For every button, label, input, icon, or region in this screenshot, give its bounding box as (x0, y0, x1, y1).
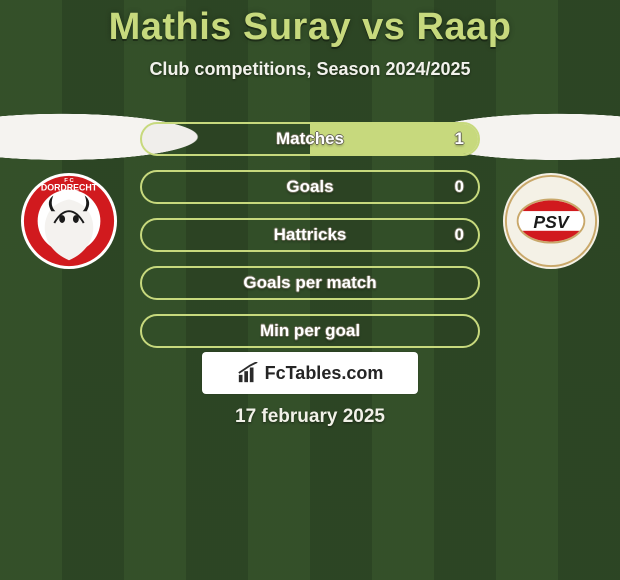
dordrecht-crest-icon: DORDRECHT F C (20, 172, 118, 270)
stat-label: Goals (286, 177, 333, 197)
stat-label: Min per goal (260, 321, 360, 341)
page-subtitle: Club competitions, Season 2024/2025 (0, 59, 620, 80)
stat-value-right: 0 (455, 177, 464, 197)
stat-label: Goals per match (243, 273, 376, 293)
stat-label: Matches (276, 129, 344, 149)
stat-label: Hattricks (274, 225, 347, 245)
page-title: Mathis Suray vs Raap (0, 0, 620, 49)
club-crest-right: PSV (502, 172, 600, 270)
stat-value-right: 1 (455, 129, 464, 149)
stat-value-right: 0 (455, 225, 464, 245)
generated-date: 17 february 2025 (0, 406, 620, 428)
psv-crest-icon: PSV (502, 172, 600, 270)
stat-bar-hattricks: Hattricks 0 (140, 218, 480, 252)
stats-bars: Matches 1 Goals 0 Hattricks 0 Goals per … (140, 122, 480, 362)
stat-bar-goals-per-match: Goals per match (140, 266, 480, 300)
fctables-logo-icon (237, 362, 259, 384)
svg-text:DORDRECHT: DORDRECHT (41, 183, 98, 193)
stat-bar-min-per-goal: Min per goal (140, 314, 480, 348)
stat-bar-goals: Goals 0 (140, 170, 480, 204)
branding-text: FcTables.com (265, 363, 384, 384)
svg-text:PSV: PSV (533, 212, 570, 232)
branding-badge: FcTables.com (202, 352, 418, 394)
svg-text:F C: F C (64, 178, 74, 184)
stat-bar-matches: Matches 1 (140, 122, 480, 156)
club-crest-left: DORDRECHT F C (20, 172, 118, 270)
